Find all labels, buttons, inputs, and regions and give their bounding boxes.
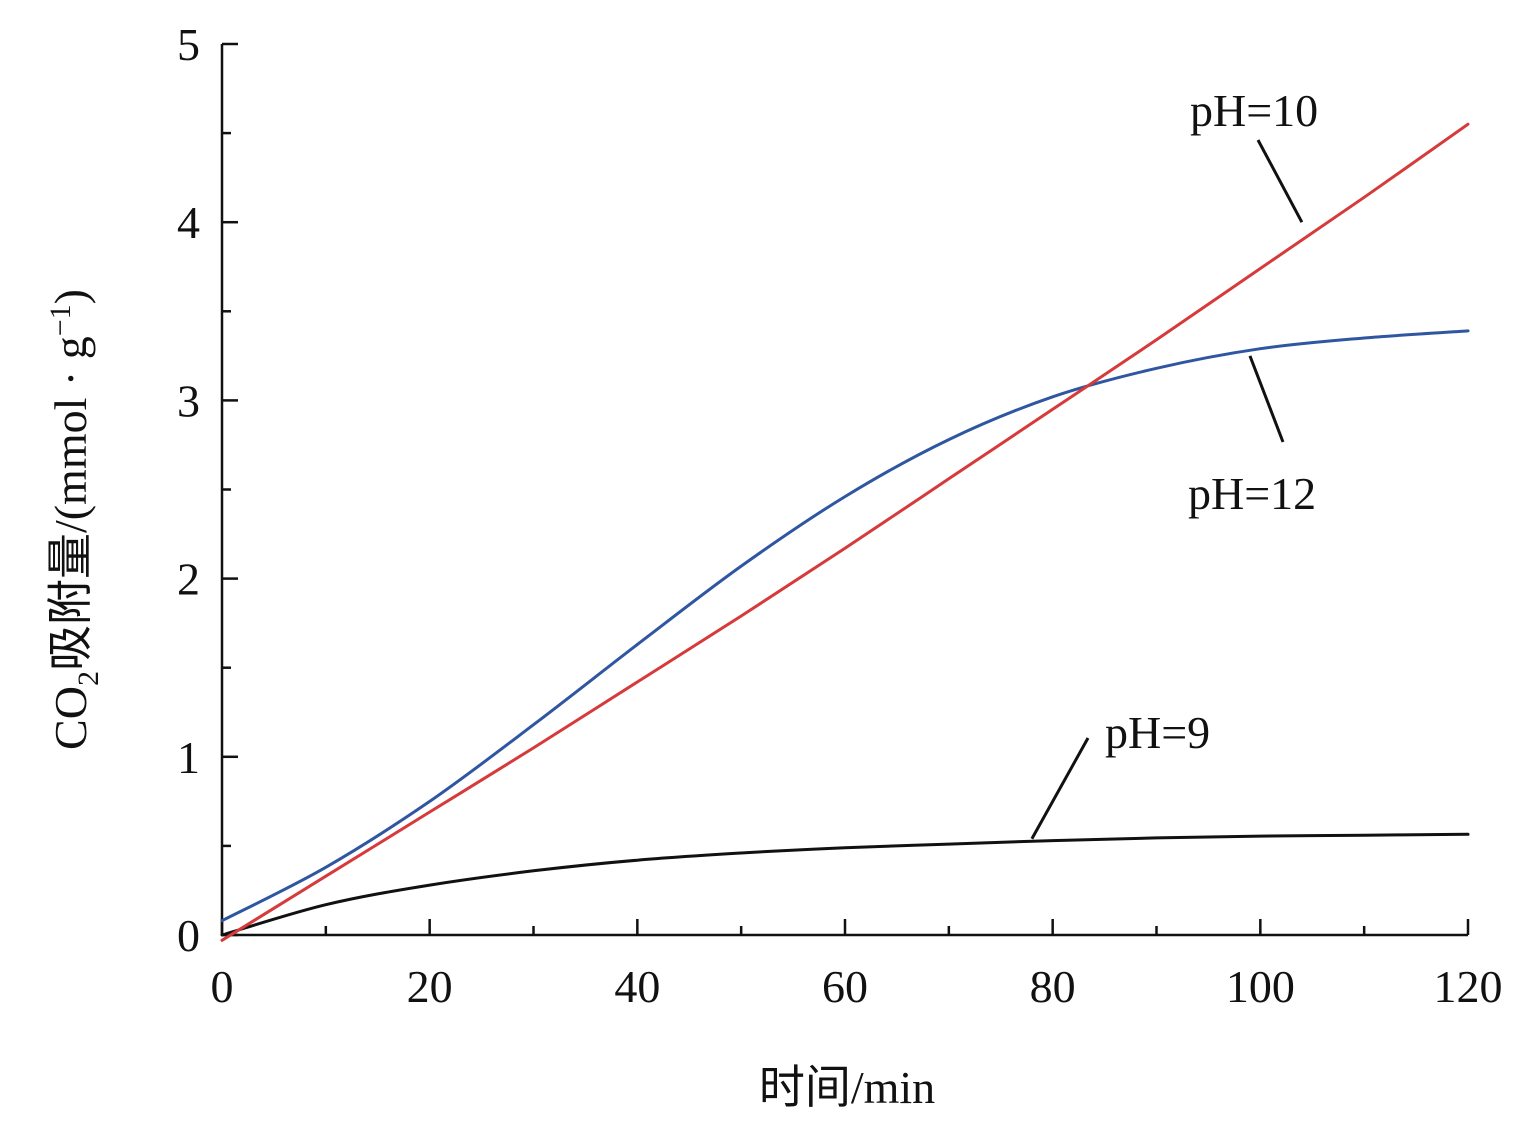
series-line-ph-10 bbox=[220, 122, 1470, 942]
x-tick-label: 100 bbox=[1226, 961, 1295, 1012]
series-layer bbox=[220, 122, 1470, 942]
y-axis-title-subscript: 2 bbox=[72, 671, 105, 686]
leader-line-ph-9 bbox=[1030, 737, 1090, 840]
x-tick-label: 60 bbox=[822, 961, 868, 1012]
series-label-ph-9: pH=9 bbox=[1105, 707, 1210, 758]
series-labels: pH=10 pH=12 pH=9 bbox=[1030, 85, 1318, 840]
leader-line-ph-10 bbox=[1256, 139, 1304, 223]
y-axis-title-superscript: −1 bbox=[44, 304, 77, 336]
leader-line-ph-12 bbox=[1248, 355, 1285, 443]
x-tick-label: 120 bbox=[1434, 961, 1503, 1012]
y-axis-title-main: 吸附量/(mmol · g bbox=[45, 336, 96, 671]
y-tick-label: 5 bbox=[177, 19, 200, 70]
x-axis-title: 时间/min bbox=[759, 1062, 935, 1113]
x-tick-label: 80 bbox=[1030, 961, 1076, 1012]
y-tick-label: 2 bbox=[177, 554, 200, 605]
series-line-ph-12 bbox=[220, 329, 1470, 923]
y-tick-label: 1 bbox=[177, 732, 200, 783]
y-axis-title: CO2吸附量/(mmol · g−1) bbox=[44, 289, 105, 750]
y-axis-title-prefix: CO bbox=[45, 686, 96, 750]
x-tick-label: 20 bbox=[407, 961, 453, 1012]
y-axis-title-suffix: ) bbox=[45, 289, 96, 304]
x-tick-label: 40 bbox=[614, 961, 660, 1012]
x-tick-label: 0 bbox=[211, 961, 234, 1012]
y-tick-label: 3 bbox=[177, 375, 200, 426]
series-label-ph-12: pH=12 bbox=[1188, 468, 1316, 519]
x-ticks: 0 20 40 60 80 100 120 bbox=[211, 919, 1503, 1012]
y-tick-label: 4 bbox=[177, 197, 200, 248]
series-label-ph-10: pH=10 bbox=[1190, 85, 1318, 136]
y-tick-label: 0 bbox=[177, 910, 200, 961]
y-ticks: 0 1 2 3 4 5 bbox=[177, 19, 238, 961]
series-line-ph-9 bbox=[220, 832, 1470, 937]
